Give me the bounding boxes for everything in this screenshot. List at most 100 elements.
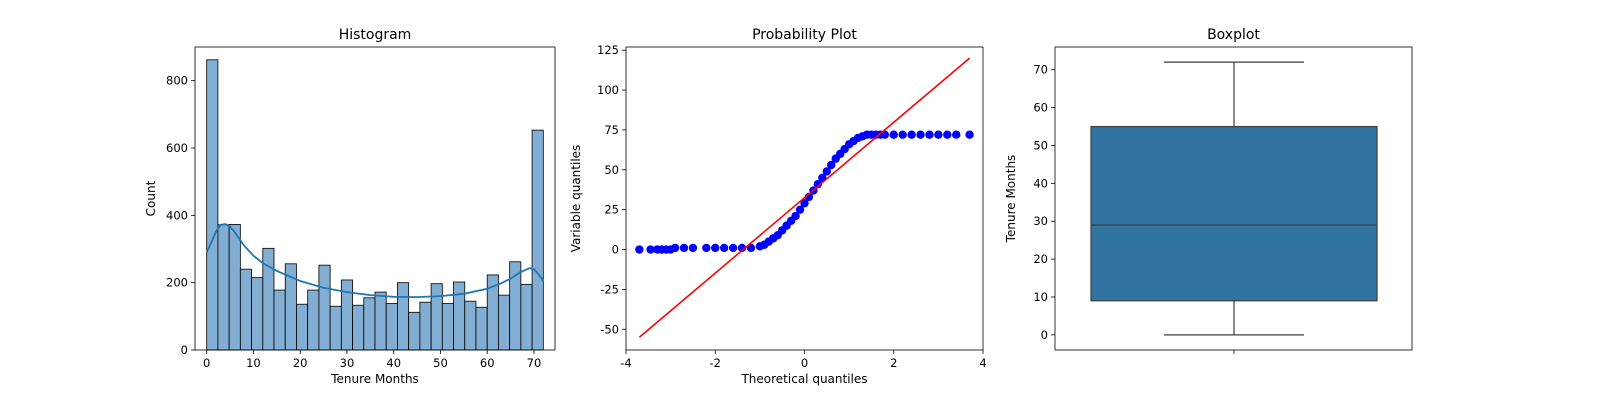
histogram-bar bbox=[352, 304, 365, 351]
chart-title: Probability Plot bbox=[752, 27, 857, 43]
kde-line bbox=[205, 223, 545, 299]
histogram-bar bbox=[453, 281, 466, 351]
histogram-bar bbox=[307, 289, 320, 351]
histogram-bar bbox=[385, 303, 398, 351]
quantile-point bbox=[719, 243, 729, 253]
histogram-bar bbox=[318, 264, 331, 351]
y-tick-label: -50 bbox=[600, 322, 619, 336]
quantile-point bbox=[670, 243, 680, 253]
histogram-bar bbox=[273, 289, 286, 351]
y-tick-label: 50 bbox=[604, 163, 619, 177]
quantile-point bbox=[791, 211, 800, 221]
y-tick-label: 0 bbox=[1041, 328, 1048, 342]
quantile-point bbox=[688, 243, 698, 253]
x-tick-label: 10 bbox=[246, 356, 261, 370]
y-tick-label: 50 bbox=[1033, 138, 1048, 152]
y-tick-label: 30 bbox=[1033, 214, 1048, 228]
quantile-point bbox=[813, 179, 823, 189]
histogram-bar bbox=[475, 306, 488, 351]
y-tick-label: 600 bbox=[166, 141, 188, 155]
quantile-point bbox=[646, 245, 655, 254]
histogram-bar bbox=[217, 224, 230, 351]
x-tick-label: 70 bbox=[527, 356, 542, 370]
x-tick-label: 20 bbox=[293, 356, 308, 370]
chart-title: Histogram bbox=[339, 27, 412, 43]
x-axis-label: Tenure Months bbox=[330, 372, 419, 386]
quantile-point bbox=[746, 243, 756, 253]
histogram-bar bbox=[251, 277, 264, 351]
histogram-bar bbox=[441, 303, 454, 351]
quantile-point bbox=[702, 243, 711, 253]
histogram-bar bbox=[520, 283, 533, 351]
histogram-bar bbox=[239, 268, 252, 351]
quantile-point bbox=[907, 130, 916, 139]
x-tick-label: 4 bbox=[979, 356, 986, 370]
quantile-point bbox=[679, 243, 689, 253]
quantile-point bbox=[635, 245, 644, 254]
axes-frame bbox=[194, 46, 556, 351]
quantile-point bbox=[934, 130, 943, 139]
chart-1: -4 -2 0 2 4 -50 -25 0 25 50 75 100 125 Probability Pl… bbox=[569, 27, 987, 386]
histogram-bar bbox=[531, 129, 544, 351]
chart-title: Boxplot bbox=[1207, 27, 1260, 43]
quantile-point bbox=[952, 130, 961, 139]
x-tick-label: 60 bbox=[480, 356, 495, 370]
quantile-point bbox=[916, 130, 925, 139]
histogram-bar bbox=[464, 300, 477, 351]
quantile-point bbox=[822, 167, 832, 176]
plot-area bbox=[635, 57, 974, 338]
y-tick-label: 60 bbox=[1033, 101, 1048, 115]
quantile-point bbox=[728, 243, 738, 253]
y-axis-label: Tenure Months bbox=[1004, 155, 1018, 244]
histogram-bar bbox=[363, 297, 376, 351]
y-tick-label: 800 bbox=[166, 74, 188, 88]
x-tick-label: -4 bbox=[620, 356, 631, 370]
y-tick-label: 0 bbox=[181, 343, 188, 357]
y-axis-label: Variable quantiles bbox=[569, 145, 583, 253]
histogram-bar bbox=[374, 291, 387, 351]
x-tick-label: 2 bbox=[890, 356, 897, 370]
y-tick-label: 400 bbox=[166, 208, 188, 222]
chart-2: 0 10 20 30 40 50 60 70 Boxplot Tenure Months bbox=[1004, 27, 1413, 354]
quantile-point bbox=[889, 130, 898, 139]
x-tick-label: 0 bbox=[203, 356, 210, 370]
y-tick-label: 25 bbox=[604, 203, 619, 217]
x-tick-label: 0 bbox=[801, 356, 808, 370]
x-tick-label: 40 bbox=[386, 356, 401, 370]
quantile-point bbox=[965, 130, 974, 139]
histogram-bar bbox=[329, 305, 342, 351]
y-tick-label: 125 bbox=[597, 43, 619, 57]
plot-area bbox=[1090, 61, 1378, 336]
quantile-point bbox=[898, 130, 907, 139]
quantile-point bbox=[800, 199, 809, 208]
y-tick-label: 100 bbox=[597, 83, 619, 97]
histogram-bar bbox=[430, 283, 443, 351]
histogram-bar bbox=[408, 311, 421, 351]
quantile-point bbox=[925, 130, 934, 139]
x-tick-label: 50 bbox=[433, 356, 448, 370]
y-tick-label: -25 bbox=[600, 282, 619, 296]
quantile-point bbox=[827, 160, 836, 170]
chart-0: 0 10 20 30 40 50 60 70 0 200 400 600 800 Histogram Ten… bbox=[144, 27, 556, 386]
y-tick-label: 0 bbox=[612, 243, 619, 257]
iqr-box bbox=[1090, 125, 1378, 302]
quantile-point bbox=[737, 243, 747, 253]
histogram-bar bbox=[206, 59, 219, 351]
axes-frame bbox=[1054, 46, 1413, 351]
quantile-point bbox=[711, 243, 720, 253]
y-tick-label: 20 bbox=[1033, 252, 1048, 266]
quantile-point bbox=[943, 130, 952, 139]
y-tick-label: 70 bbox=[1033, 63, 1048, 77]
histogram-bar bbox=[397, 282, 410, 351]
y-tick-label: 75 bbox=[604, 123, 619, 137]
histogram-bar bbox=[296, 303, 309, 351]
x-axis-label: Theoretical quantiles bbox=[740, 372, 867, 386]
quantile-point bbox=[795, 205, 805, 214]
y-tick-label: 200 bbox=[166, 276, 188, 290]
x-tick-label: 30 bbox=[340, 356, 355, 370]
fit-line bbox=[638, 57, 971, 338]
y-tick-label: 40 bbox=[1033, 176, 1048, 190]
histogram-bar bbox=[498, 294, 511, 351]
plot-area bbox=[205, 59, 545, 351]
